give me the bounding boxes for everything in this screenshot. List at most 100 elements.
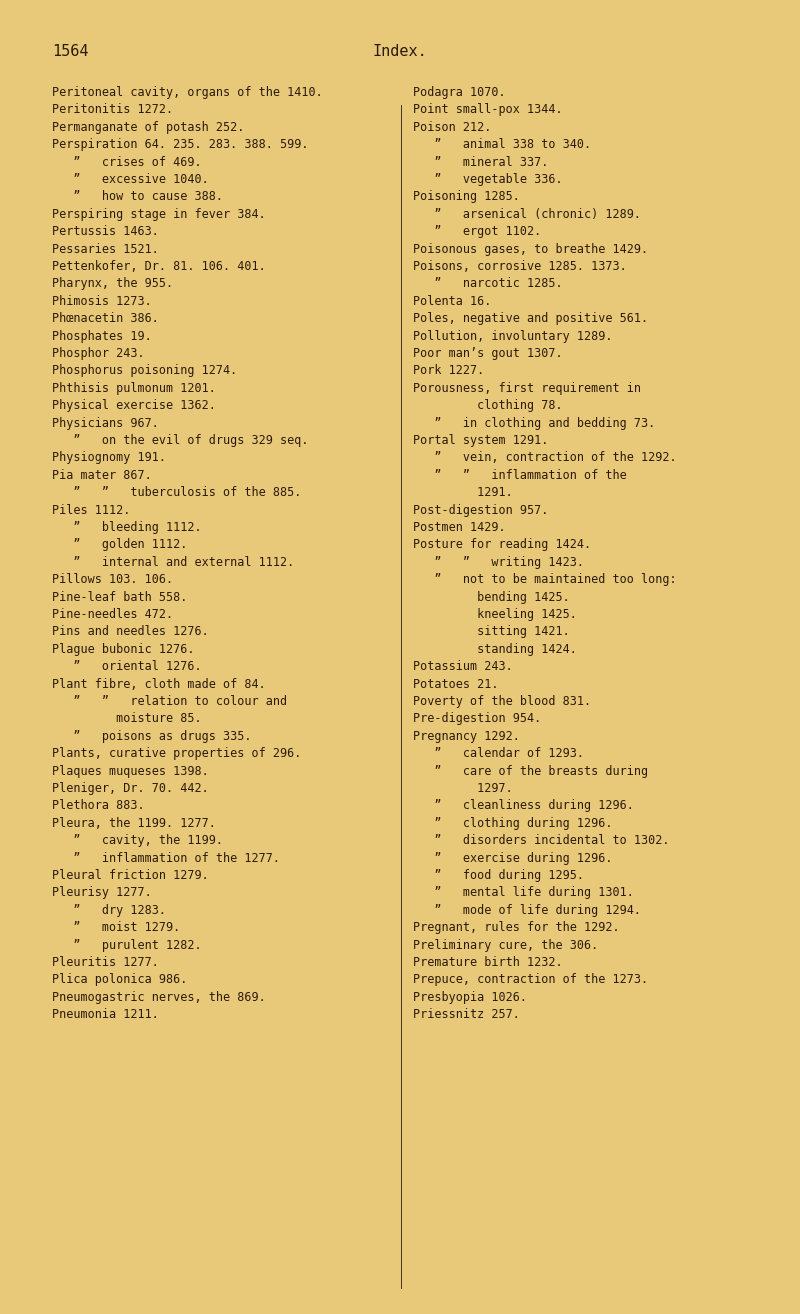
- Text: ”   ergot 1102.: ” ergot 1102.: [413, 225, 542, 238]
- Text: standing 1424.: standing 1424.: [413, 643, 577, 656]
- Text: ”   excessive 1040.: ” excessive 1040.: [52, 173, 209, 187]
- Text: ”   vegetable 336.: ” vegetable 336.: [413, 173, 562, 187]
- Text: ”   purulent 1282.: ” purulent 1282.: [52, 938, 202, 951]
- Text: ”   crises of 469.: ” crises of 469.: [52, 155, 202, 168]
- Text: Pleurisy 1277.: Pleurisy 1277.: [52, 887, 152, 899]
- Text: ”   ”   writing 1423.: ” ” writing 1423.: [413, 556, 584, 569]
- Text: Plague bubonic 1276.: Plague bubonic 1276.: [52, 643, 194, 656]
- Text: 1564: 1564: [52, 43, 89, 59]
- Text: ”   bleeding 1112.: ” bleeding 1112.: [52, 520, 202, 533]
- Text: ”   vein, contraction of the 1292.: ” vein, contraction of the 1292.: [413, 452, 677, 464]
- Text: Polenta 16.: Polenta 16.: [413, 294, 491, 307]
- Text: Pia mater 867.: Pia mater 867.: [52, 469, 152, 482]
- Text: Physicians 967.: Physicians 967.: [52, 417, 159, 430]
- Text: Podagra 1070.: Podagra 1070.: [413, 85, 506, 99]
- Text: Plica polonica 986.: Plica polonica 986.: [52, 974, 187, 987]
- Text: Portal system 1291.: Portal system 1291.: [413, 434, 548, 447]
- Text: ”   mode of life during 1294.: ” mode of life during 1294.: [413, 904, 641, 917]
- Text: Poles, negative and positive 561.: Poles, negative and positive 561.: [413, 313, 648, 325]
- Text: Pertussis 1463.: Pertussis 1463.: [52, 225, 159, 238]
- Text: Plethora 883.: Plethora 883.: [52, 799, 145, 812]
- Text: Posture for reading 1424.: Posture for reading 1424.: [413, 539, 591, 552]
- Text: Pneumogastric nerves, the 869.: Pneumogastric nerves, the 869.: [52, 991, 266, 1004]
- Text: Poverty of the blood 831.: Poverty of the blood 831.: [413, 695, 591, 708]
- Text: Pettenkofer, Dr. 81. 106. 401.: Pettenkofer, Dr. 81. 106. 401.: [52, 260, 266, 273]
- Text: Premature birth 1232.: Premature birth 1232.: [413, 957, 562, 968]
- Text: Poisoning 1285.: Poisoning 1285.: [413, 191, 520, 204]
- Text: Pleural friction 1279.: Pleural friction 1279.: [52, 869, 209, 882]
- Text: Pine-needles 472.: Pine-needles 472.: [52, 608, 173, 622]
- Text: ”   internal and external 1112.: ” internal and external 1112.: [52, 556, 294, 569]
- Text: ”   cleanliness during 1296.: ” cleanliness during 1296.: [413, 799, 634, 812]
- Text: Porousness, first requirement in: Porousness, first requirement in: [413, 382, 641, 394]
- Text: Piles 1112.: Piles 1112.: [52, 503, 130, 516]
- Text: Physical exercise 1362.: Physical exercise 1362.: [52, 399, 216, 413]
- Text: ”   mental life during 1301.: ” mental life during 1301.: [413, 887, 634, 899]
- Text: Postmen 1429.: Postmen 1429.: [413, 520, 506, 533]
- Text: Phœnacetin 386.: Phœnacetin 386.: [52, 313, 159, 325]
- Text: Post-digestion 957.: Post-digestion 957.: [413, 503, 548, 516]
- Text: Pollution, involuntary 1289.: Pollution, involuntary 1289.: [413, 330, 613, 343]
- Text: Phosphates 19.: Phosphates 19.: [52, 330, 152, 343]
- Text: ”   ”   tuberculosis of the 885.: ” ” tuberculosis of the 885.: [52, 486, 302, 499]
- Text: Prepuce, contraction of the 1273.: Prepuce, contraction of the 1273.: [413, 974, 648, 987]
- Text: Pine-leaf bath 558.: Pine-leaf bath 558.: [52, 590, 187, 603]
- Text: Presbyopia 1026.: Presbyopia 1026.: [413, 991, 527, 1004]
- Text: ”   in clothing and bedding 73.: ” in clothing and bedding 73.: [413, 417, 655, 430]
- Text: Potassium 243.: Potassium 243.: [413, 660, 513, 673]
- Text: Preliminary cure, the 306.: Preliminary cure, the 306.: [413, 938, 598, 951]
- Text: 1297.: 1297.: [413, 782, 513, 795]
- Text: Pregnancy 1292.: Pregnancy 1292.: [413, 729, 520, 742]
- Text: Perspiration 64. 235. 283. 388. 599.: Perspiration 64. 235. 283. 388. 599.: [52, 138, 309, 151]
- Text: Pins and needles 1276.: Pins and needles 1276.: [52, 625, 209, 639]
- Text: Phimosis 1273.: Phimosis 1273.: [52, 294, 152, 307]
- Text: Phosphorus poisoning 1274.: Phosphorus poisoning 1274.: [52, 364, 238, 377]
- Text: 1291.: 1291.: [413, 486, 513, 499]
- Text: Priessnitz 257.: Priessnitz 257.: [413, 1008, 520, 1021]
- Text: ”   exercise during 1296.: ” exercise during 1296.: [413, 851, 613, 865]
- Text: ”   food during 1295.: ” food during 1295.: [413, 869, 584, 882]
- Text: Poisons, corrosive 1285. 1373.: Poisons, corrosive 1285. 1373.: [413, 260, 626, 273]
- Text: Physiognomy 191.: Physiognomy 191.: [52, 452, 166, 464]
- Text: Pleura, the 1199. 1277.: Pleura, the 1199. 1277.: [52, 817, 216, 830]
- Text: bending 1425.: bending 1425.: [413, 590, 570, 603]
- Text: Phthisis pulmonum 1201.: Phthisis pulmonum 1201.: [52, 382, 216, 394]
- Text: ”   inflammation of the 1277.: ” inflammation of the 1277.: [52, 851, 280, 865]
- Text: ”   not to be maintained too long:: ” not to be maintained too long:: [413, 573, 677, 586]
- Text: Point small-pox 1344.: Point small-pox 1344.: [413, 104, 562, 117]
- Text: Peritoneal cavity, organs of the 1410.: Peritoneal cavity, organs of the 1410.: [52, 85, 322, 99]
- Text: Poisonous gases, to breathe 1429.: Poisonous gases, to breathe 1429.: [413, 243, 648, 256]
- Text: Pharynx, the 955.: Pharynx, the 955.: [52, 277, 173, 290]
- Text: Poor man’s gout 1307.: Poor man’s gout 1307.: [413, 347, 562, 360]
- Text: ”   poisons as drugs 335.: ” poisons as drugs 335.: [52, 729, 251, 742]
- Text: Potatoes 21.: Potatoes 21.: [413, 678, 498, 691]
- Text: ”   animal 338 to 340.: ” animal 338 to 340.: [413, 138, 591, 151]
- Text: Pleuritis 1277.: Pleuritis 1277.: [52, 957, 159, 968]
- Text: Plant fibre, cloth made of 84.: Plant fibre, cloth made of 84.: [52, 678, 266, 691]
- Text: Pillows 103. 106.: Pillows 103. 106.: [52, 573, 173, 586]
- Text: Permanganate of potash 252.: Permanganate of potash 252.: [52, 121, 244, 134]
- Text: ”   moist 1279.: ” moist 1279.: [52, 921, 180, 934]
- Text: clothing 78.: clothing 78.: [413, 399, 562, 413]
- Text: Pessaries 1521.: Pessaries 1521.: [52, 243, 159, 256]
- Text: Pneumonia 1211.: Pneumonia 1211.: [52, 1008, 159, 1021]
- Text: sitting 1421.: sitting 1421.: [413, 625, 570, 639]
- Text: Peritonitis 1272.: Peritonitis 1272.: [52, 104, 173, 117]
- Text: ”   arsenical (chronic) 1289.: ” arsenical (chronic) 1289.: [413, 208, 641, 221]
- Text: Pork 1227.: Pork 1227.: [413, 364, 484, 377]
- Text: ”   on the evil of drugs 329 seq.: ” on the evil of drugs 329 seq.: [52, 434, 309, 447]
- Text: Index.: Index.: [373, 43, 427, 59]
- Text: ”   disorders incidental to 1302.: ” disorders incidental to 1302.: [413, 834, 670, 848]
- Text: kneeling 1425.: kneeling 1425.: [413, 608, 577, 622]
- Text: Perspiring stage in fever 384.: Perspiring stage in fever 384.: [52, 208, 266, 221]
- Text: Plants, curative properties of 296.: Plants, curative properties of 296.: [52, 748, 302, 761]
- Text: ”   narcotic 1285.: ” narcotic 1285.: [413, 277, 562, 290]
- Text: ”   golden 1112.: ” golden 1112.: [52, 539, 187, 552]
- Text: ”   how to cause 388.: ” how to cause 388.: [52, 191, 223, 204]
- Text: ”   dry 1283.: ” dry 1283.: [52, 904, 166, 917]
- Text: Pleniger, Dr. 70. 442.: Pleniger, Dr. 70. 442.: [52, 782, 209, 795]
- Text: ”   mineral 337.: ” mineral 337.: [413, 155, 548, 168]
- Text: ”   oriental 1276.: ” oriental 1276.: [52, 660, 202, 673]
- Text: ”   cavity, the 1199.: ” cavity, the 1199.: [52, 834, 223, 848]
- Text: ”   care of the breasts during: ” care of the breasts during: [413, 765, 648, 778]
